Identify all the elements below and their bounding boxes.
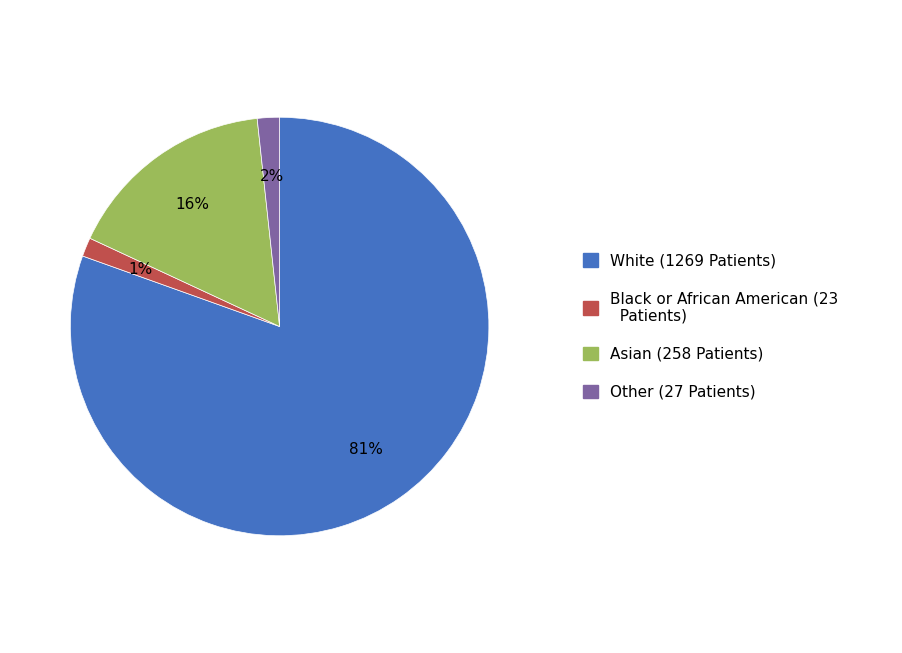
Text: 2%: 2% <box>260 168 283 183</box>
Wedge shape <box>70 118 489 535</box>
Text: 81%: 81% <box>349 442 383 457</box>
Text: 1%: 1% <box>128 262 152 277</box>
Wedge shape <box>257 118 280 326</box>
Wedge shape <box>83 238 280 326</box>
Legend: White (1269 Patients), Black or African American (23
  Patients), Asian (258 Pat: White (1269 Patients), Black or African … <box>575 246 846 407</box>
Wedge shape <box>90 118 280 326</box>
Text: 16%: 16% <box>175 197 209 212</box>
